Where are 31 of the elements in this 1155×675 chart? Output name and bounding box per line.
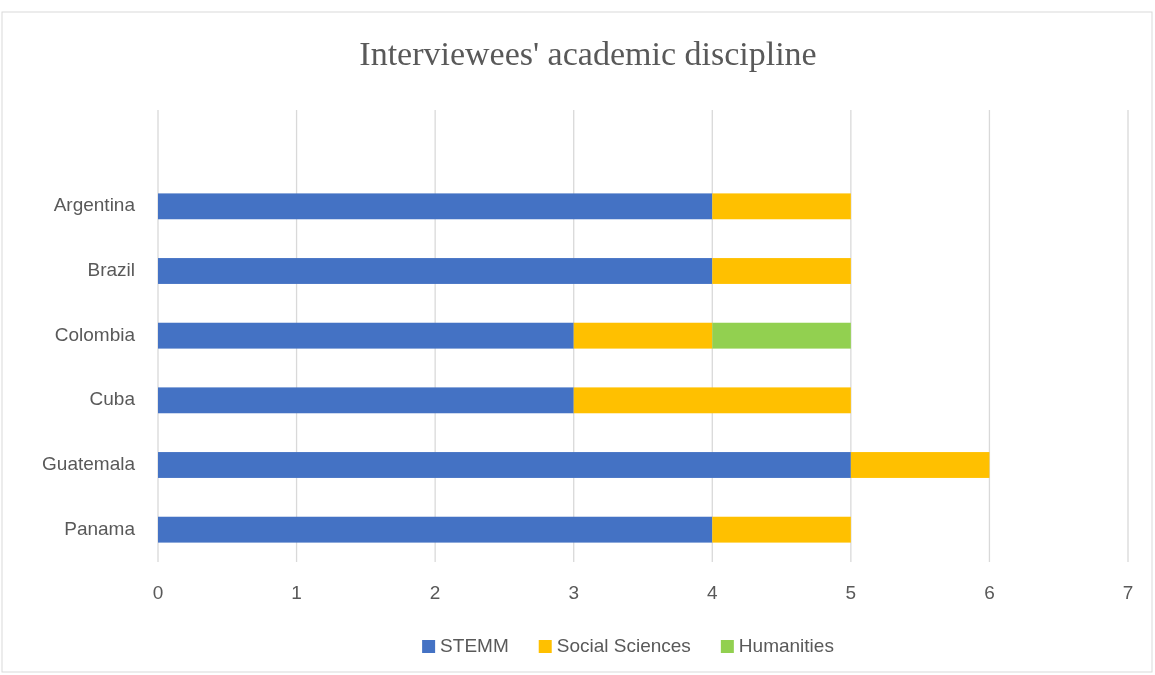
x-tick-label: 0 xyxy=(152,582,164,604)
bar xyxy=(573,322,713,349)
bar xyxy=(573,387,851,414)
bar xyxy=(158,193,713,220)
x-tick-label: 1 xyxy=(291,582,302,604)
x-tick-label: 3 xyxy=(568,582,579,604)
x-tick-label: 5 xyxy=(845,582,857,604)
bar xyxy=(712,193,851,220)
x-tick-label: 4 xyxy=(707,582,718,604)
y-tick-label: Panama xyxy=(64,517,136,539)
x-tick-label: 6 xyxy=(984,582,995,604)
bar xyxy=(158,387,574,414)
y-tick-label: Guatemala xyxy=(42,453,136,475)
legend-label: Humanities xyxy=(738,635,834,657)
legend-label: STEMM xyxy=(440,635,509,657)
y-tick-label: Brazil xyxy=(87,259,135,281)
y-tick-label: Cuba xyxy=(89,388,136,410)
bar xyxy=(850,452,990,478)
bar xyxy=(712,258,851,284)
bar xyxy=(712,516,851,543)
bar xyxy=(158,516,713,543)
y-tick-label: Colombia xyxy=(54,323,136,345)
chart-title: Interviewees' academic discipline xyxy=(359,34,817,72)
bar xyxy=(158,452,851,478)
bar xyxy=(158,258,713,284)
x-tick-label: 7 xyxy=(1122,582,1134,604)
legend-label: Social Sciences xyxy=(556,635,691,657)
bar xyxy=(712,322,851,349)
x-tick-label: 2 xyxy=(429,582,441,604)
y-tick-label: Argentina xyxy=(53,194,136,216)
bar xyxy=(158,322,574,349)
